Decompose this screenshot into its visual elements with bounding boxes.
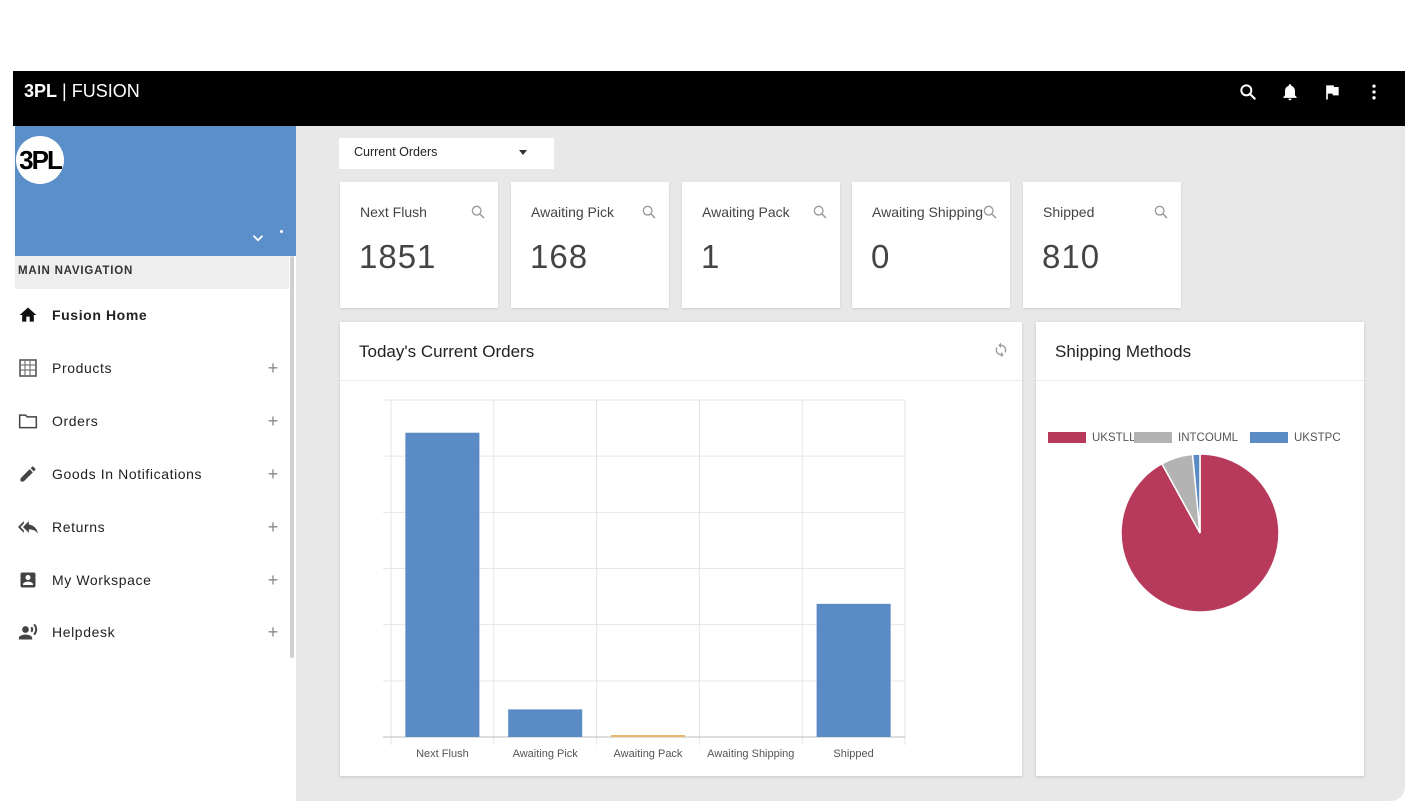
sidebar-item-label: Helpdesk bbox=[52, 624, 116, 640]
bell-icon[interactable] bbox=[1279, 81, 1301, 103]
sidebar-item-goods-in-notifications[interactable]: Goods In Notifications + bbox=[15, 451, 287, 497]
bar[interactable] bbox=[508, 709, 583, 737]
stat-label: Awaiting Pack bbox=[702, 204, 790, 220]
stat-label: Awaiting Pick bbox=[531, 204, 615, 220]
sidebar-item-label: Returns bbox=[52, 519, 106, 535]
search-icon[interactable] bbox=[1237, 81, 1259, 103]
flag-icon[interactable] bbox=[1321, 81, 1343, 103]
profile-panel: 3PL bbox=[15, 126, 296, 256]
expand-icon[interactable]: + bbox=[267, 411, 279, 431]
orders-filter-select[interactable]: Current Orders bbox=[339, 138, 554, 169]
stat-label: Awaiting Shipping bbox=[872, 204, 984, 220]
home-icon bbox=[17, 304, 39, 326]
orders-bar-chart: Next Flush Awaiting Pick Awaiting Pack Awai… bbox=[383, 399, 906, 760]
sidebar-scrollbar[interactable] bbox=[290, 256, 294, 658]
shipping-methods-card: Shipping Methods UKSTLL INTCOUML UKSTPC bbox=[1036, 322, 1364, 776]
pencil-icon bbox=[17, 463, 39, 485]
expand-icon[interactable]: + bbox=[267, 517, 279, 537]
card-title: Today's Current Orders bbox=[359, 342, 535, 361]
grid-icon bbox=[17, 357, 39, 379]
stat-value: 1 bbox=[701, 238, 721, 275]
legend-label: UKSTLL bbox=[1092, 432, 1136, 444]
brand-rest: | FUSION bbox=[57, 81, 140, 101]
search-icon[interactable] bbox=[470, 204, 486, 220]
stat-label: Next Flush bbox=[360, 204, 427, 220]
stat-label: Shipped bbox=[1043, 204, 1095, 220]
stat-value: 810 bbox=[1042, 238, 1101, 275]
legend-swatch bbox=[1048, 432, 1086, 443]
expand-icon[interactable]: + bbox=[267, 358, 279, 378]
x-tick-label: Awaiting Pick bbox=[513, 748, 579, 760]
card-divider bbox=[1036, 380, 1364, 381]
shipping-pie-chart: UKSTLL INTCOUML UKSTPC bbox=[1048, 432, 1341, 613]
more-vert-icon[interactable] bbox=[1363, 81, 1385, 103]
card-title: Shipping Methods bbox=[1055, 342, 1192, 361]
account-box-icon bbox=[17, 569, 39, 591]
pie-slice[interactable] bbox=[1191, 453, 1201, 534]
chevron-down-icon[interactable] bbox=[249, 229, 267, 247]
profile-dot bbox=[280, 230, 283, 233]
stat-value: 168 bbox=[530, 238, 589, 275]
stat-card-shipped: Shipped 810 bbox=[1023, 182, 1181, 308]
legend-label: INTCOUML bbox=[1178, 432, 1239, 444]
sidebar: 3PL MAIN NAVIGATION Fusion Home Products… bbox=[13, 126, 296, 801]
legend-swatch bbox=[1134, 432, 1172, 443]
app-brand[interactable]: 3PL | FUSION bbox=[24, 81, 140, 101]
x-tick-label: Awaiting Shipping bbox=[707, 748, 794, 760]
sidebar-item-label: Goods In Notifications bbox=[52, 466, 203, 482]
sidebar-item-orders[interactable]: Orders + bbox=[15, 398, 287, 444]
caret-down-icon bbox=[519, 150, 527, 155]
bar[interactable] bbox=[405, 432, 480, 737]
legend-item[interactable]: UKSTLL bbox=[1048, 432, 1136, 444]
stat-card-next-flush: Next Flush 1851 bbox=[340, 182, 498, 308]
top-bar: 3PL | FUSION bbox=[13, 71, 1405, 126]
stat-value: 0 bbox=[871, 238, 891, 275]
sidebar-item-label: Orders bbox=[52, 413, 99, 429]
stat-value: 1851 bbox=[359, 238, 437, 275]
expand-icon[interactable]: + bbox=[267, 570, 279, 590]
sidebar-item-helpdesk[interactable]: Helpdesk + bbox=[15, 609, 287, 655]
search-icon[interactable] bbox=[641, 204, 657, 220]
search-icon[interactable] bbox=[1153, 204, 1169, 220]
select-value: Current Orders bbox=[354, 145, 438, 159]
bar[interactable] bbox=[816, 603, 891, 737]
stat-card-awaiting-pack: Awaiting Pack 1 bbox=[682, 182, 840, 308]
legend-item[interactable]: UKSTPC bbox=[1250, 432, 1341, 444]
nav-header: MAIN NAVIGATION bbox=[15, 256, 289, 289]
legend-item[interactable]: INTCOUML bbox=[1134, 432, 1239, 444]
x-tick-label: Shipped bbox=[833, 748, 873, 760]
search-icon[interactable] bbox=[812, 204, 828, 220]
card-divider bbox=[340, 380, 1022, 381]
expand-icon[interactable]: + bbox=[267, 622, 279, 642]
reply-all-icon bbox=[17, 516, 39, 538]
sidebar-item-fusion-home[interactable]: Fusion Home bbox=[15, 292, 287, 338]
x-tick-label: Next Flush bbox=[416, 748, 469, 760]
brand-bold: 3PL bbox=[24, 81, 58, 101]
todays-orders-card: Today's Current Orders Next Flush Awaitin… bbox=[340, 322, 1022, 776]
sidebar-item-returns[interactable]: Returns + bbox=[15, 504, 287, 550]
sidebar-item-my-workspace[interactable]: My Workspace + bbox=[15, 557, 287, 603]
stat-card-awaiting-shipping: Awaiting Shipping 0 bbox=[852, 182, 1010, 308]
search-icon[interactable] bbox=[982, 204, 998, 220]
legend-swatch bbox=[1250, 432, 1288, 443]
sidebar-item-products[interactable]: Products + bbox=[15, 345, 287, 391]
legend-label: UKSTPC bbox=[1294, 432, 1341, 444]
sidebar-item-label: Fusion Home bbox=[52, 307, 148, 323]
sidebar-item-label: Products bbox=[52, 360, 113, 376]
bar[interactable] bbox=[610, 735, 686, 737]
app-window: 3PL | FUSION 3PL MAIN NAVIGATION Fusion … bbox=[13, 71, 1405, 801]
x-tick-label: Awaiting Pack bbox=[614, 748, 683, 760]
company-logo: 3PL bbox=[16, 136, 64, 184]
stat-card-awaiting-pick: Awaiting Pick 168 bbox=[511, 182, 669, 308]
folder-icon bbox=[17, 410, 39, 432]
record-voice-icon bbox=[17, 621, 39, 643]
expand-icon[interactable]: + bbox=[267, 464, 279, 484]
refresh-icon[interactable] bbox=[993, 342, 1011, 360]
sidebar-item-label: My Workspace bbox=[52, 572, 152, 588]
